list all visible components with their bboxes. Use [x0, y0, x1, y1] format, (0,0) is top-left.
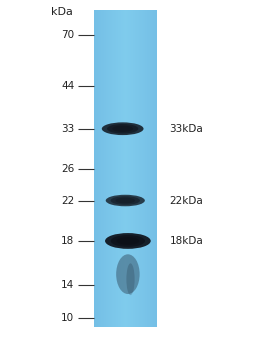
Text: 18kDa: 18kDa [170, 236, 203, 246]
Text: 26: 26 [61, 163, 74, 174]
Text: 22: 22 [61, 195, 74, 206]
Ellipse shape [116, 237, 139, 245]
Text: 14: 14 [61, 280, 74, 290]
Ellipse shape [106, 195, 145, 206]
Ellipse shape [107, 124, 138, 133]
Text: 10: 10 [61, 313, 74, 324]
Ellipse shape [102, 122, 144, 135]
Ellipse shape [115, 197, 135, 204]
Ellipse shape [112, 126, 133, 132]
Text: 44: 44 [61, 81, 74, 91]
Text: 70: 70 [61, 30, 74, 40]
Ellipse shape [105, 233, 151, 249]
Ellipse shape [126, 263, 135, 295]
Text: 18: 18 [61, 236, 74, 246]
Ellipse shape [111, 196, 140, 205]
Text: 33: 33 [61, 124, 74, 134]
Ellipse shape [116, 254, 140, 294]
Text: 33kDa: 33kDa [170, 124, 203, 134]
Text: 22kDa: 22kDa [170, 195, 203, 206]
Text: kDa: kDa [51, 7, 73, 17]
Ellipse shape [111, 235, 145, 247]
